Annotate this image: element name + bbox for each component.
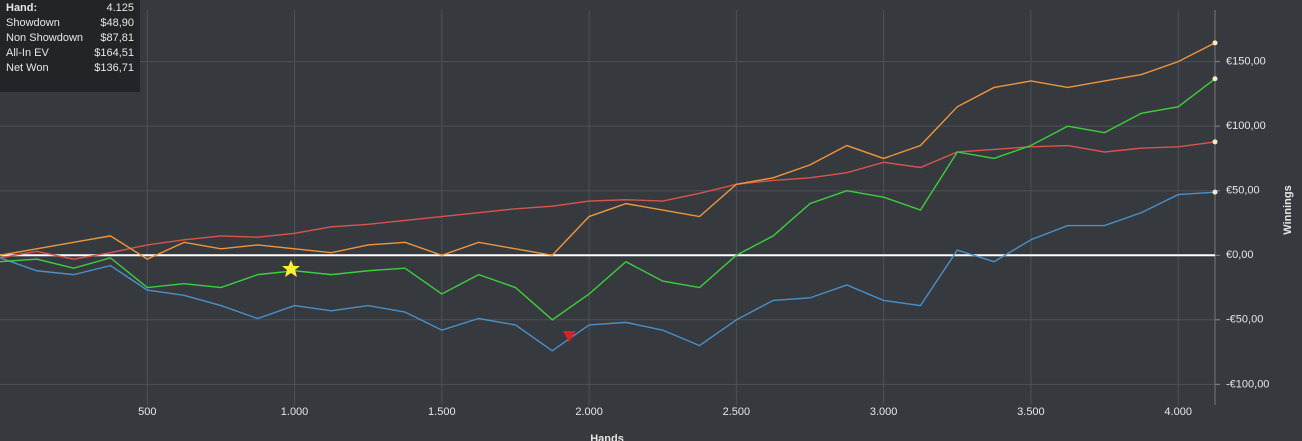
end-point xyxy=(1212,189,1218,195)
legend-value: $48,90 xyxy=(100,17,134,29)
y-tick-label: -€100,00 xyxy=(1226,378,1269,390)
star-marker xyxy=(282,260,300,277)
legend-label: Showdown xyxy=(6,17,60,29)
info-box xyxy=(0,0,140,92)
end-point xyxy=(1212,76,1218,82)
legend-label: Non Showdown xyxy=(6,32,83,44)
end-point xyxy=(1212,139,1218,145)
legend-label: All-In EV xyxy=(6,47,49,59)
x-tick-label: 2.000 xyxy=(575,406,603,418)
x-tick-label: 500 xyxy=(138,406,156,418)
legend-value: $87,81 xyxy=(100,32,134,44)
legend-label: Net Won xyxy=(6,62,49,74)
triangle-marker xyxy=(563,331,576,342)
x-tick-label: 3.000 xyxy=(870,406,898,418)
info-label: Hand: xyxy=(6,2,37,14)
y-tick-label: €100,00 xyxy=(1226,120,1266,132)
y-tick-label: €50,00 xyxy=(1226,185,1260,197)
legend-value: $136,71 xyxy=(94,62,134,74)
y-tick-label: €150,00 xyxy=(1226,56,1266,68)
x-tick-label: 2.500 xyxy=(723,406,751,418)
y-tick-label: €0,00 xyxy=(1226,249,1254,261)
y-axis-label: Winnings xyxy=(1282,185,1294,234)
legend-value: $164,51 xyxy=(94,47,134,59)
series-line xyxy=(0,42,1216,260)
x-tick-label: 4.000 xyxy=(1164,406,1192,418)
series-line xyxy=(0,191,1216,352)
x-tick-label: 1.500 xyxy=(428,406,456,418)
info-value: 4.125 xyxy=(106,2,134,14)
end-point xyxy=(1212,40,1218,46)
x-tick-label: 3.500 xyxy=(1017,406,1045,418)
series-line xyxy=(0,78,1216,321)
y-tick-label: -€50,00 xyxy=(1226,314,1263,326)
x-axis-label: Hands xyxy=(590,433,624,441)
series-line xyxy=(0,141,1216,260)
x-tick-label: 1.000 xyxy=(281,406,309,418)
